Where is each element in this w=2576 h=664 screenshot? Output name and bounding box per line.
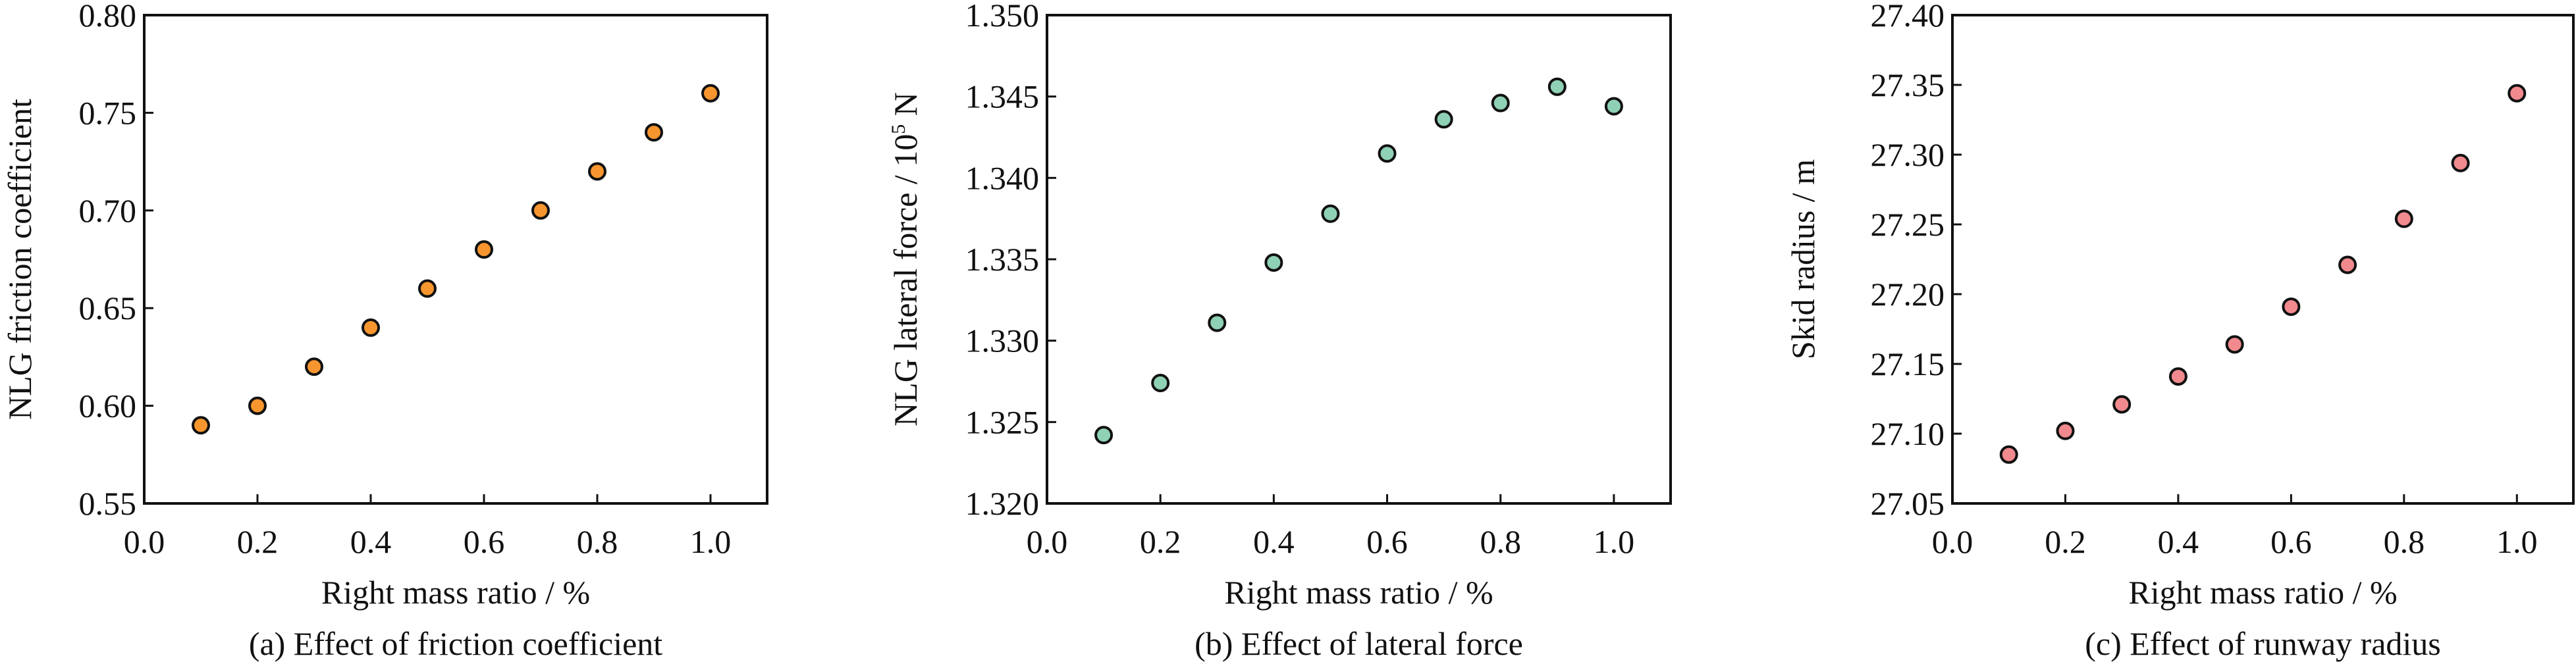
y-tick-label: 27.15 (1871, 345, 1945, 382)
data-point (1094, 426, 1114, 445)
y-axis-title-text: Skid radius / m (1784, 159, 1821, 359)
y-tick-label: 0.65 (79, 290, 137, 326)
data-point (1604, 97, 1623, 116)
data-point (1208, 313, 1227, 332)
data-point (1491, 93, 1510, 113)
x-tick-label: 0.4 (350, 523, 392, 560)
x-tick-label: 0.2 (237, 523, 279, 560)
x-tick-label: 0.8 (577, 523, 618, 560)
y-tick-label: 1.345 (965, 78, 1040, 115)
data-point (362, 318, 380, 337)
y-tick-label: 27.10 (1871, 415, 1945, 452)
data-point (2112, 395, 2132, 414)
data-point (1151, 373, 1170, 392)
data-point (2225, 335, 2244, 354)
chart-panel-c: 0.0 0.2 0.4 0.6 0.8 1.0 27.05 27.10 27.15 27.20 27… (1784, 0, 2575, 662)
x-tick-label: 0.2 (1140, 523, 1181, 560)
data-point (2168, 367, 2187, 386)
data-point (588, 162, 606, 181)
y-axis-title-superscript: 5 (888, 124, 909, 134)
panel-caption: (c) Effect of runway radius (2085, 625, 2441, 662)
x-tick-label: 1.0 (1594, 523, 1635, 560)
y-tick-label: 27.40 (1871, 0, 1945, 34)
x-tick-label: 0.0 (1027, 523, 1068, 560)
data-point (1321, 204, 1340, 223)
y-axis-title: NLG friction coefficient (1, 99, 38, 420)
x-tick-label: 0.6 (2270, 523, 2312, 560)
y-tick-label: 27.30 (1871, 136, 1945, 173)
data-point (2394, 209, 2413, 228)
y-axis-title-text: NLG friction coefficient (1, 99, 38, 420)
data-point (1547, 77, 1567, 96)
data-point (248, 396, 267, 415)
data-point (1264, 253, 1283, 272)
y-axis-title-text: NLG lateral force / 10 (887, 134, 924, 426)
data-point (2451, 153, 2470, 172)
x-tick-label: 0.0 (1932, 523, 1973, 560)
y-tick-label: 0.70 (79, 192, 137, 229)
axes-frame (1046, 14, 1672, 505)
x-tick-label: 0.0 (124, 523, 165, 560)
x-tick-label: 0.4 (1253, 523, 1295, 560)
x-tick-label: 0.2 (2045, 523, 2086, 560)
y-tick-label: 0.75 (79, 94, 137, 131)
x-tick-label: 1.0 (2496, 523, 2538, 560)
y-tick-label: 27.05 (1871, 485, 1945, 522)
x-tick-label: 0.8 (1480, 523, 1521, 560)
data-point (192, 416, 210, 435)
y-tick-label: 27.20 (1871, 276, 1945, 313)
x-tick-label: 0.4 (2158, 523, 2199, 560)
data-point (1378, 144, 1397, 163)
y-tick-label: 0.60 (79, 388, 137, 424)
data-point (475, 240, 493, 259)
data-point (1999, 445, 2018, 464)
x-axis-title: Right mass ratio / % (321, 574, 590, 611)
y-axis-title: NLG lateral force / 105 N (887, 92, 924, 426)
panel-caption: (b) Effect of lateral force (1194, 625, 1523, 662)
x-axis-title: Right mass ratio / % (1224, 574, 1493, 611)
x-tick-label: 0.8 (2384, 523, 2425, 560)
x-tick-label: 0.6 (464, 523, 505, 560)
data-point (2338, 255, 2357, 274)
data-point (1434, 110, 1453, 129)
data-point (418, 279, 437, 298)
chart-panel-a: 0.0 0.2 0.4 0.6 0.8 1.0 0.55 0.60 0.65 0.70 0.75 0.… (1, 0, 768, 662)
x-axis-title: Right mass ratio / % (2128, 574, 2397, 611)
y-tick-label: 27.25 (1871, 206, 1945, 243)
data-point (701, 84, 720, 103)
data-point (2282, 297, 2301, 317)
y-tick-label: 0.80 (79, 0, 137, 34)
y-tick-label: 1.325 (965, 403, 1040, 440)
y-axis-title-unit: N (887, 92, 924, 124)
y-tick-label: 1.330 (965, 322, 1040, 359)
data-point (305, 357, 323, 376)
x-tick-label: 0.6 (1366, 523, 1408, 560)
y-tick-label: 1.340 (965, 159, 1040, 196)
y-tick-label: 1.350 (965, 0, 1040, 34)
x-tick-label: 1.0 (690, 523, 732, 560)
chart-panel-b: 0.0 0.2 0.4 0.6 0.8 1.0 1.320 1.325 1.330 1.335 1.… (887, 0, 1672, 662)
y-tick-label: 0.55 (79, 485, 137, 522)
axes-frame (1951, 14, 2575, 505)
data-point (645, 123, 663, 142)
y-axis-title: Skid radius / m (1784, 159, 1821, 359)
data-point (531, 201, 550, 220)
y-tick-label: 1.320 (965, 485, 1040, 522)
y-tick-label: 27.35 (1871, 66, 1945, 103)
y-tick-label: 1.335 (965, 241, 1040, 278)
axes-frame (143, 14, 768, 505)
data-point (2508, 84, 2527, 103)
panel-caption: (a) Effect of friction coefficient (249, 625, 662, 662)
data-point (2056, 421, 2075, 440)
